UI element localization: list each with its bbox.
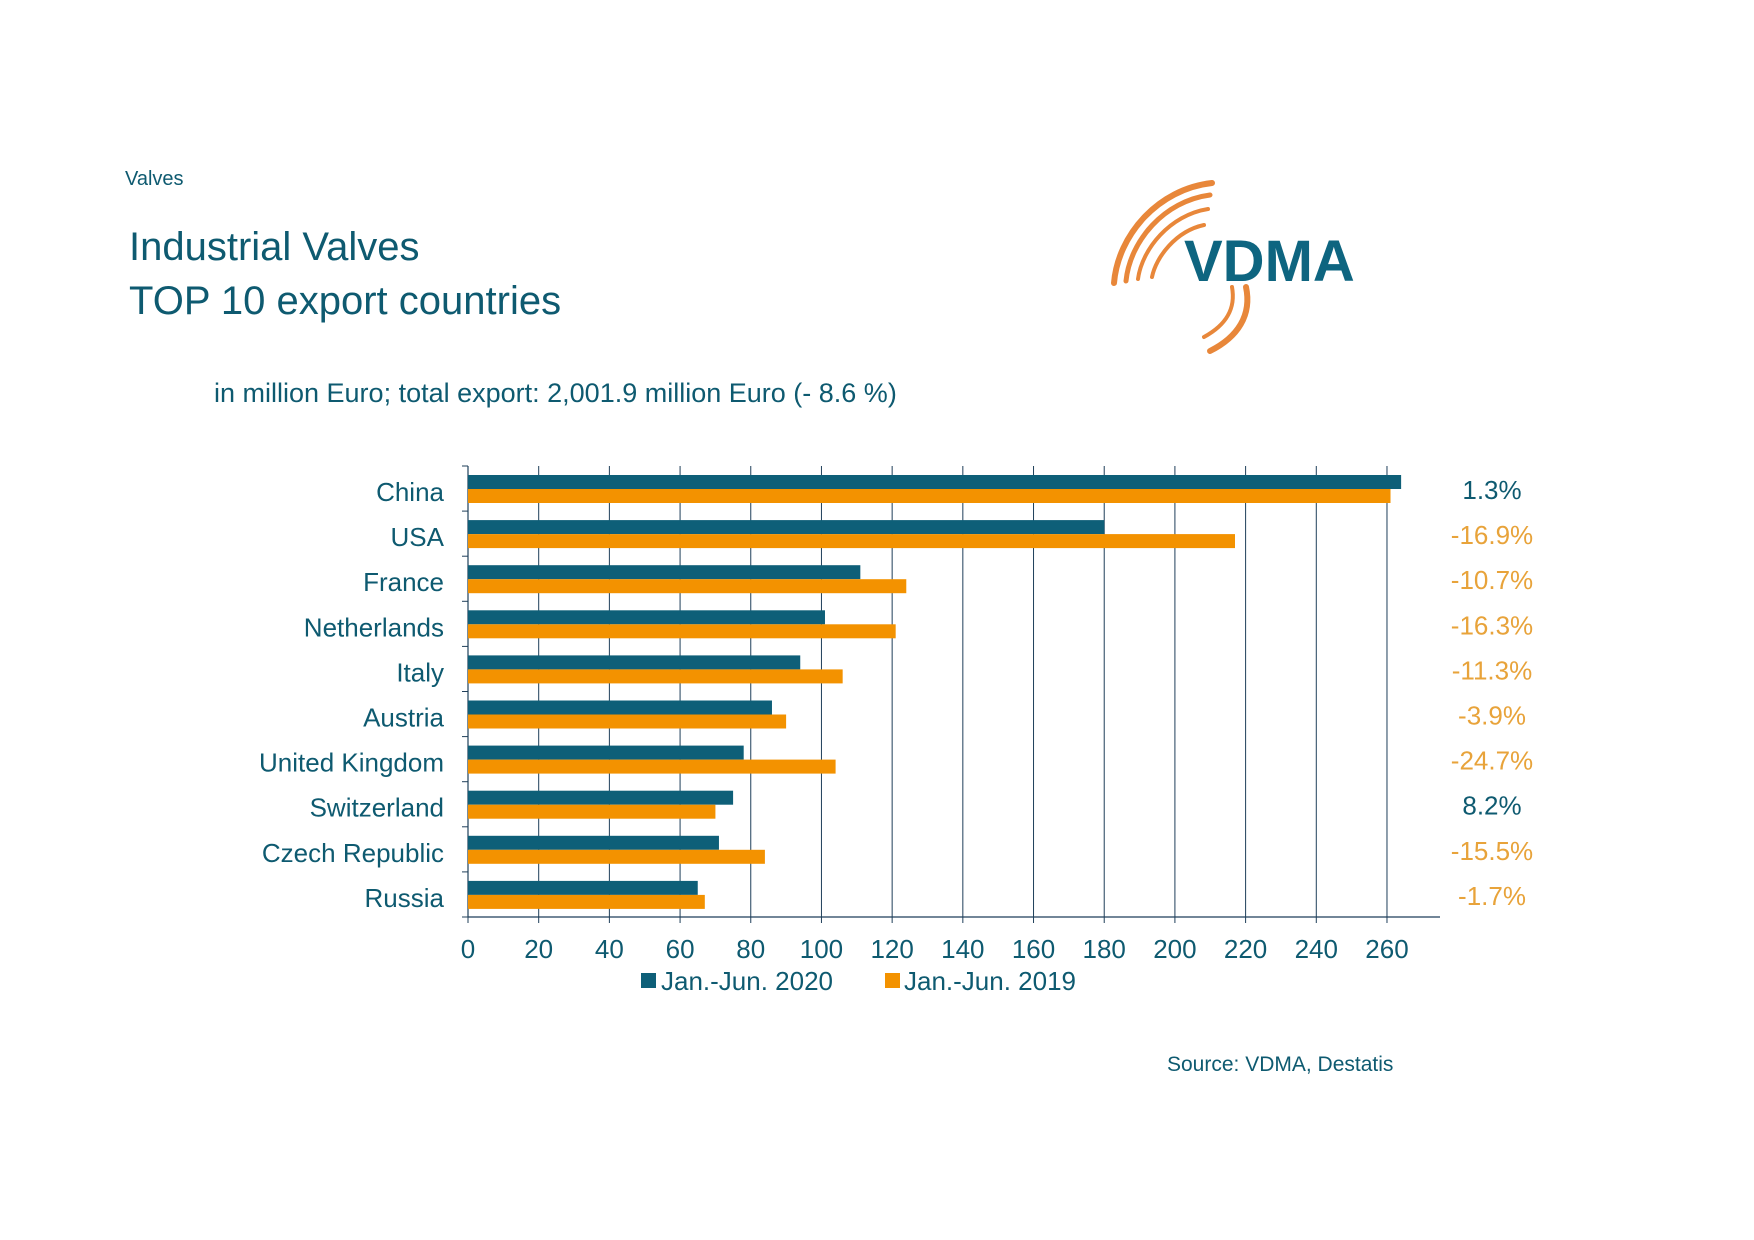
title-line-2: TOP 10 export countries: [129, 279, 562, 323]
x-tick-label: 240: [1295, 934, 1338, 964]
change-label: -10.7%: [1451, 565, 1533, 595]
bar-2020: [468, 475, 1402, 489]
bar-2019: [468, 849, 765, 864]
category-label: USA: [391, 522, 445, 552]
x-tick-label: 160: [1012, 934, 1055, 964]
change-label: -16.3%: [1451, 610, 1533, 640]
bar-2020: [468, 520, 1105, 535]
x-tick-label: 120: [870, 934, 913, 964]
change-label: -15.5%: [1451, 836, 1533, 866]
x-tick-label: 180: [1083, 934, 1126, 964]
category-label: France: [363, 567, 444, 597]
category-label: Italy: [396, 657, 444, 687]
x-tick-label: 100: [800, 934, 843, 964]
x-tick-label: 60: [666, 934, 695, 964]
bar-2020: [468, 565, 861, 580]
category-label: Netherlands: [304, 612, 444, 642]
bar-2019: [468, 669, 843, 684]
change-label: -3.9%: [1458, 701, 1526, 731]
bar-2019: [468, 714, 787, 729]
x-tick-label: 200: [1153, 934, 1196, 964]
legend-label-2020: Jan.-Jun. 2020: [661, 966, 833, 996]
bar-2019: [468, 759, 836, 774]
category-label: Russia: [365, 883, 445, 913]
bar-2020: [468, 880, 698, 895]
title-line-1: Industrial Valves: [129, 225, 420, 269]
legend-swatch-2020: [641, 973, 656, 988]
category-label: United Kingdom: [259, 748, 444, 778]
change-label: -24.7%: [1451, 746, 1533, 776]
vdma-logo-text: VDMA: [1184, 229, 1355, 294]
change-label: -1.7%: [1458, 881, 1526, 911]
chart-subtitle: in million Euro; total export: 2,001.9 m…: [214, 378, 897, 408]
category-label: Czech Republic: [262, 838, 444, 868]
bar-2019: [468, 804, 716, 819]
vdma-arcs-icon: [1111, 180, 1251, 354]
bar-2019: [468, 489, 1391, 503]
legend-swatch-2019: [885, 973, 900, 988]
x-tick-label: 140: [941, 934, 984, 964]
bar-2019: [468, 579, 907, 594]
x-tick-label: 0: [461, 934, 475, 964]
vdma-logo: VDMA: [1111, 180, 1355, 354]
category-label: China: [376, 477, 444, 507]
page-title: Industrial Valves TOP 10 export countrie…: [129, 220, 561, 328]
source-note: Source: VDMA, Destatis: [1167, 1053, 1394, 1076]
category-label: Switzerland: [310, 793, 444, 823]
x-tick-label: 220: [1224, 934, 1267, 964]
category-label: Austria: [363, 703, 444, 733]
bar-2019: [468, 534, 1235, 549]
x-tick-label: 40: [595, 934, 624, 964]
change-label: 1.3%: [1462, 475, 1521, 505]
change-label: 8.2%: [1462, 791, 1521, 821]
legend-label-2019: Jan.-Jun. 2019: [904, 966, 1076, 996]
bar-2019: [468, 894, 705, 909]
x-tick-label: 80: [736, 934, 765, 964]
change-label: -11.3%: [1452, 655, 1532, 685]
bar-2020: [468, 745, 744, 760]
section-label: Valves: [125, 168, 184, 190]
bar-2020: [468, 790, 734, 805]
bar-2020: [468, 700, 772, 715]
bar-2020: [468, 835, 719, 850]
bar-2020: [468, 655, 801, 670]
x-tick-label: 260: [1365, 934, 1408, 964]
x-tick-label: 20: [524, 934, 553, 964]
bar-2019: [468, 624, 896, 639]
bar-2020: [468, 610, 825, 625]
change-label: -16.9%: [1451, 520, 1533, 550]
